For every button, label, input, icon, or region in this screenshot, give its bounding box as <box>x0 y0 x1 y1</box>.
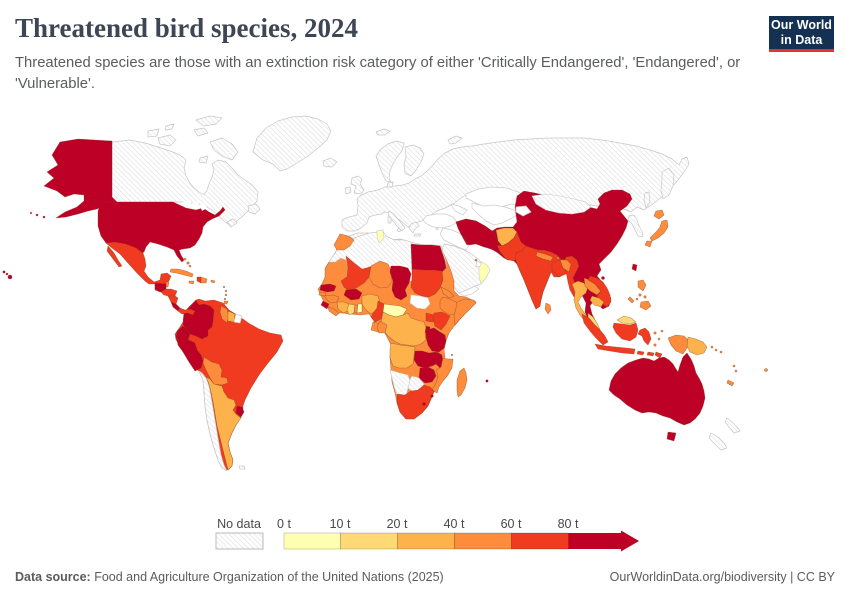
svg-text:0 t: 0 t <box>277 517 291 531</box>
svg-text:80 t: 80 t <box>558 517 579 531</box>
svg-text:20 t: 20 t <box>387 517 408 531</box>
svg-text:40 t: 40 t <box>444 517 465 531</box>
svg-text:10 t: 10 t <box>330 517 351 531</box>
svg-text:No data: No data <box>217 517 261 531</box>
svg-text:60 t: 60 t <box>501 517 522 531</box>
